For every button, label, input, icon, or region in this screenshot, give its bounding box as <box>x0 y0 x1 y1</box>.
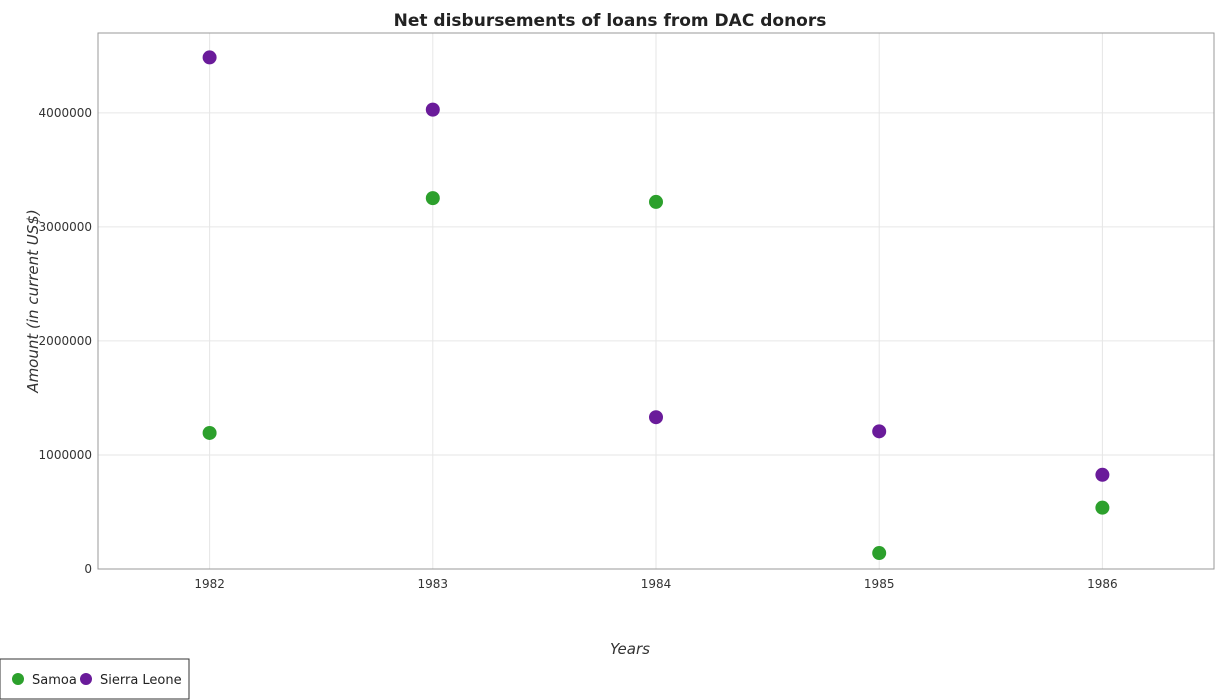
y-axis-label: Amount (in current US$) <box>24 209 42 393</box>
x-axis: 1982 1983 1984 1985 1986 <box>194 577 1117 591</box>
plot-frame <box>97 32 1215 570</box>
legend-box <box>0 658 190 700</box>
legend-marker-samoa <box>12 673 24 685</box>
x-tick-label: 1986 <box>1087 577 1118 591</box>
y-tick-label: 1000000 <box>39 448 92 462</box>
x-tick-label: 1982 <box>194 577 225 591</box>
x-axis-label: Years <box>610 640 650 658</box>
grid <box>98 33 1214 570</box>
data-point-samoa <box>872 546 887 561</box>
data-points <box>202 50 1110 561</box>
data-point-sierra-leone <box>425 102 440 117</box>
data-point-samoa <box>425 191 440 206</box>
legend-label-samoa: Samoa <box>32 673 77 688</box>
data-point-sierra-leone <box>202 50 217 65</box>
data-point-sierra-leone <box>649 410 663 425</box>
y-tick-label: 3000000 <box>39 220 92 234</box>
data-point-samoa <box>649 194 663 209</box>
x-tick-label: 1983 <box>418 577 449 591</box>
y-tick-label: 0 <box>84 562 92 576</box>
y-tick-label: 4000000 <box>39 106 92 120</box>
x-tick-label: 1984 <box>641 577 672 591</box>
data-point-samoa <box>1095 500 1110 515</box>
data-point-samoa <box>202 425 217 440</box>
data-point-sierra-leone <box>1095 467 1110 482</box>
legend-marker-sierra-leone <box>80 673 92 685</box>
y-tick-label: 2000000 <box>39 334 92 348</box>
chart-title: Net disbursements of loans from DAC dono… <box>394 11 827 31</box>
y-axis: 0 1000000 2000000 3000000 4000000 <box>39 106 92 576</box>
legend-label-sierra-leone: Sierra Leone <box>100 673 182 688</box>
x-tick-label: 1985 <box>864 577 895 591</box>
legend: Samoa Sierra Leone <box>0 658 190 700</box>
data-point-sierra-leone <box>872 424 887 439</box>
